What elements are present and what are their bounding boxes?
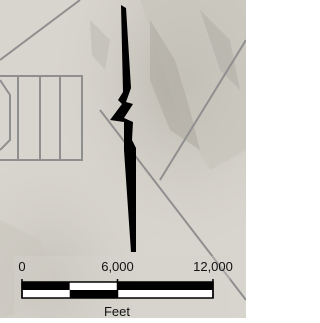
scale-tick-label: 0 (18, 259, 25, 274)
scale-tick-label: 6,000 (101, 259, 134, 274)
scale-segment (70, 282, 118, 290)
scale-segment (22, 282, 70, 290)
scale-segment (118, 290, 214, 298)
scale-segment (118, 282, 214, 290)
map: 0 6,000 12,000 Feet (0, 0, 246, 318)
scale-segment (70, 290, 118, 298)
scale-segment (22, 290, 70, 298)
scale-units: Feet (104, 304, 130, 318)
scale-tick-label: 12,000 (193, 259, 233, 274)
